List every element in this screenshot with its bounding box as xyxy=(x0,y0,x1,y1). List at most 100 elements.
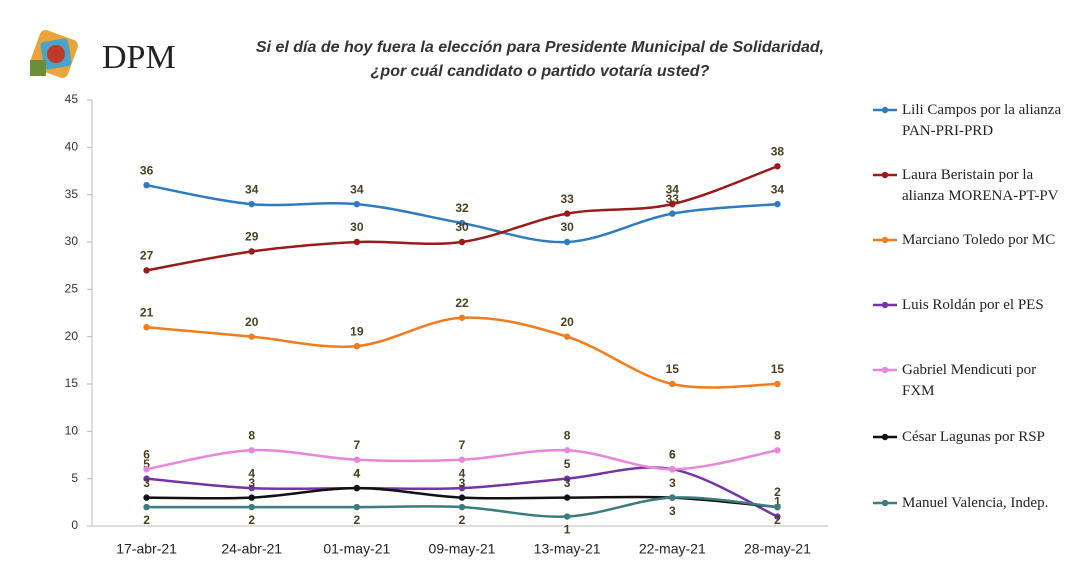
legend-dot xyxy=(881,106,889,114)
data-label: 7 xyxy=(354,438,361,452)
data-point xyxy=(774,503,781,511)
legend-dot xyxy=(881,236,889,244)
data-label: 1 xyxy=(564,523,571,537)
legend-swatch xyxy=(873,106,897,114)
data-label: 15 xyxy=(771,362,785,376)
data-point xyxy=(143,503,150,511)
legend-label: Marciano Toledo por MC xyxy=(902,232,1056,248)
data-point xyxy=(669,210,676,217)
data-label: 38 xyxy=(771,144,785,158)
data-label: 2 xyxy=(143,513,150,527)
series-line xyxy=(146,316,778,389)
chart-title: Si el día de hoy fuera la elección para … xyxy=(256,39,824,56)
data-label: 27 xyxy=(140,249,154,263)
legend-item: Luis Roldán por el PES xyxy=(872,295,1062,316)
data-label: 8 xyxy=(564,428,571,442)
legend-item: Marciano Toledo por MC xyxy=(872,230,1062,251)
legend-swatch xyxy=(873,236,897,244)
data-point xyxy=(248,248,255,255)
data-label: 8 xyxy=(248,428,255,442)
chart: DPM Si el día de hoy fuera la elección p… xyxy=(30,30,828,557)
data-point xyxy=(458,456,466,463)
data-point xyxy=(353,484,361,492)
data-label: 4 xyxy=(459,466,466,480)
logo-text: DPM xyxy=(102,39,176,76)
y-tick-label: 35 xyxy=(65,187,79,201)
data-label: 34 xyxy=(350,182,364,196)
data-point xyxy=(458,503,466,511)
data-point xyxy=(774,447,781,454)
y-tick-label: 5 xyxy=(71,471,78,485)
data-label: 8 xyxy=(774,428,781,442)
data-label: 20 xyxy=(245,315,259,329)
x-tick-label: 28-may-21 xyxy=(744,541,811,557)
legend-label: César Lagunas por RSP xyxy=(902,429,1045,445)
legend-label: Lili Campos por la alianza PAN-PRI-PRD xyxy=(902,102,1062,139)
data-label: 5 xyxy=(564,457,571,471)
chart-subtitle: ¿por cuál candidato o partido votaría us… xyxy=(371,63,710,80)
data-point xyxy=(143,466,150,473)
data-label: 30 xyxy=(560,220,574,234)
logo-icon xyxy=(30,30,78,78)
y-tick-label: 10 xyxy=(65,424,79,438)
data-point xyxy=(458,494,466,501)
data-point xyxy=(669,380,676,388)
legend-swatch xyxy=(873,499,897,507)
data-label: 2 xyxy=(774,485,781,499)
data-point xyxy=(563,475,571,482)
data-point xyxy=(248,200,255,208)
data-point xyxy=(248,503,255,511)
data-label: 2 xyxy=(354,513,361,527)
data-point xyxy=(143,182,150,189)
data-label: 3 xyxy=(564,476,571,490)
y-tick-label: 40 xyxy=(65,140,79,154)
legend-item: Laura Beristain por la alianza MORENA-PT… xyxy=(872,165,1062,207)
data-point xyxy=(563,447,571,454)
data-label: 2 xyxy=(459,513,466,527)
data-point xyxy=(774,380,781,388)
data-label: 4 xyxy=(354,466,361,480)
legend-dot xyxy=(881,499,889,507)
legend-dot xyxy=(881,433,889,441)
data-label: 2 xyxy=(248,513,255,527)
legend-item: Lili Campos por la alianza PAN-PRI-PRD xyxy=(872,100,1062,142)
data-label: 21 xyxy=(140,305,154,319)
data-point xyxy=(669,200,676,208)
data-label: 3 xyxy=(669,476,676,490)
data-label: 20 xyxy=(560,315,574,329)
y-tick-label: 45 xyxy=(65,92,79,106)
legend-label: Gabriel Mendicuti por FXM xyxy=(902,362,1037,399)
data-point xyxy=(774,200,781,208)
data-label: 3 xyxy=(248,476,255,490)
data-label: 30 xyxy=(455,220,469,234)
x-tick-label: 17-abr-21 xyxy=(116,541,177,557)
x-tick-label: 22-may-21 xyxy=(639,541,706,557)
data-point xyxy=(669,494,676,501)
data-label: 32 xyxy=(455,201,469,215)
data-label: 36 xyxy=(140,163,154,177)
data-label: 34 xyxy=(245,182,259,196)
legend-dot xyxy=(881,301,889,309)
series-line xyxy=(146,165,778,272)
data-point xyxy=(353,200,361,208)
data-point xyxy=(774,513,781,520)
x-tick-label: 09-may-21 xyxy=(429,541,496,557)
data-label: 30 xyxy=(350,220,364,234)
legend-swatch xyxy=(873,366,897,374)
data-label: 3 xyxy=(459,476,466,490)
data-label: 29 xyxy=(245,230,259,244)
data-point xyxy=(353,342,361,350)
y-tick-label: 30 xyxy=(65,234,79,248)
legend-dot xyxy=(881,171,889,179)
data-point xyxy=(458,484,466,492)
data-point xyxy=(563,238,571,246)
data-point xyxy=(353,456,361,463)
data-label: 4 xyxy=(354,466,361,480)
legend-item: Manuel Valencia, Indep. xyxy=(872,493,1062,514)
data-point xyxy=(563,210,571,217)
legend-swatch xyxy=(873,171,897,179)
data-label: 4 xyxy=(248,466,255,480)
legend-item: Gabriel Mendicuti por FXM xyxy=(872,360,1062,402)
data-label: 6 xyxy=(669,447,676,461)
